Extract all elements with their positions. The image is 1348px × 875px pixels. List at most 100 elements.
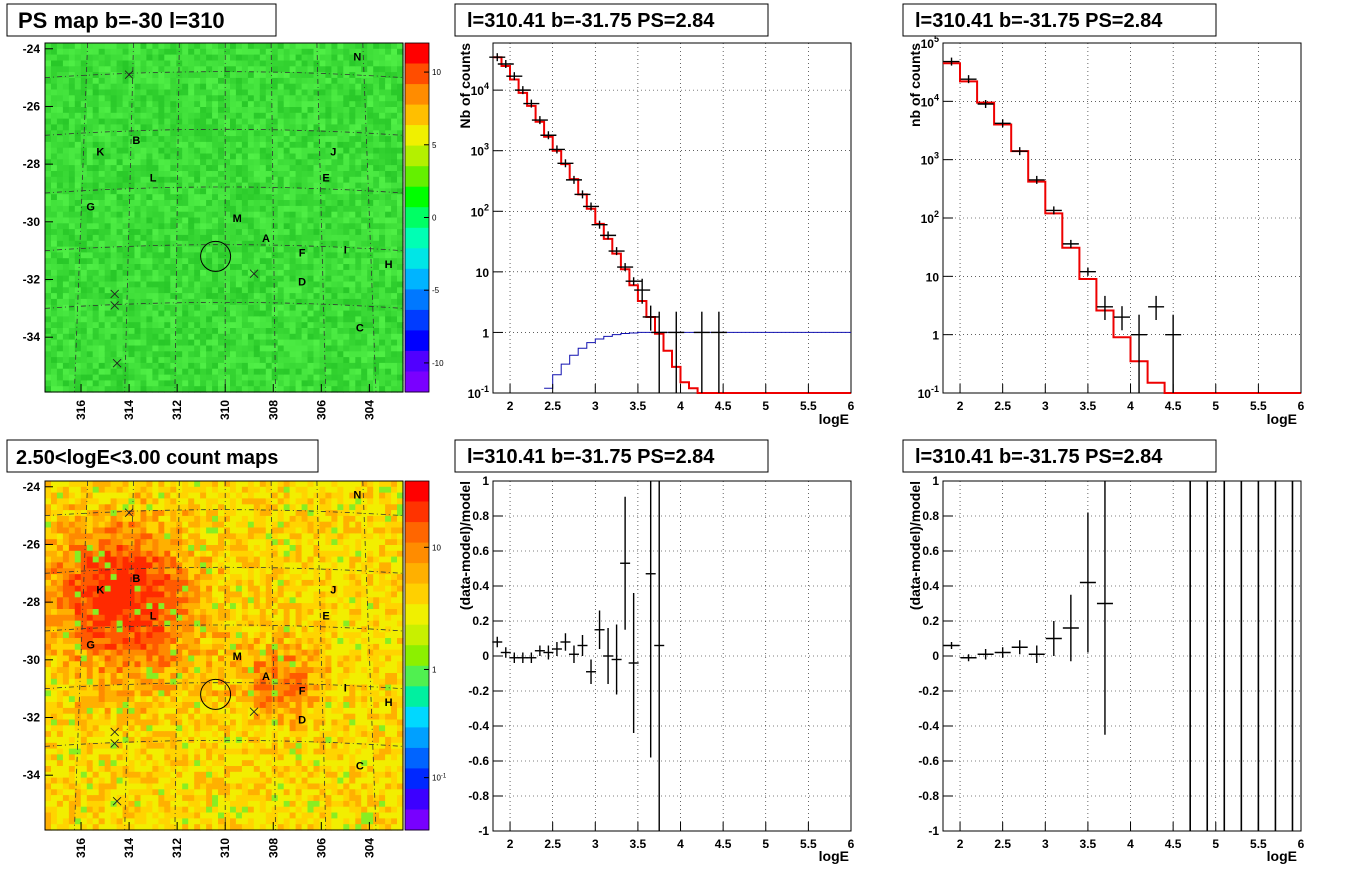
map-cell [62,771,70,779]
map-cell [337,275,344,283]
map-cell [259,118,267,125]
map-cell [200,287,207,294]
map-cell [319,153,327,160]
map-cell [92,818,100,825]
map-cell [313,118,321,125]
map-cell [259,351,267,358]
map-cell [355,112,362,120]
map-cell [379,316,386,323]
map-cell [128,153,136,160]
map-cell [92,783,100,790]
map-cell [74,287,82,294]
map-cell [152,159,159,166]
map-cell [80,824,88,831]
map-cell [68,638,76,645]
map-cell [224,124,231,131]
map-cell [122,492,130,499]
map-target-circle [200,240,232,272]
map-cell [116,521,124,529]
map-cell [62,258,70,265]
map-cell [45,153,52,160]
map-cell [295,159,303,166]
map-cell [140,95,148,102]
map-cell [337,322,344,329]
map-cell [307,357,315,364]
map-cell [116,783,124,790]
map-cell [116,597,124,604]
map-cell [313,368,321,376]
map-cell [92,258,100,265]
map-cell [182,66,189,73]
map-cell [128,655,136,662]
map-cell [110,89,118,96]
map-cell [349,351,356,358]
map-cell [277,43,285,50]
map-cell [152,667,159,674]
map-cell [80,614,88,622]
map-cell [98,818,106,825]
map-cell [62,223,70,230]
map-cell [361,200,368,207]
map-cell [271,77,279,85]
map-cell [128,188,136,195]
map-cell [295,234,303,242]
map-cell [355,194,362,201]
map-cell [116,632,124,639]
map-cell [235,72,243,79]
map-cell [283,328,291,335]
map-cell [116,742,124,750]
map-cell [110,574,118,581]
map-cell [86,812,94,819]
map-cell [200,252,207,259]
map-cell [80,141,88,149]
map-cell [98,275,106,283]
map-cell [134,521,142,529]
map-cell [277,101,285,108]
map-cell [331,234,338,242]
map-cell [62,481,70,488]
map-cell [206,357,213,364]
map-cell [116,690,124,697]
map-cell [337,304,344,312]
map-cell [146,626,153,633]
map-cell [158,620,165,627]
map-cell [104,789,112,796]
map-cell [86,287,94,294]
map-cell [307,48,315,56]
map-cell [182,159,189,166]
map-cell [343,205,350,213]
map-cell [319,66,327,73]
map-cell [62,310,70,317]
map-cell [235,287,243,294]
map-cell [218,188,225,195]
map-cell [51,620,58,627]
map-cell [218,217,225,224]
map-cell [289,200,297,207]
map-cell [283,72,291,79]
map-cell [164,702,171,709]
map-cell [98,521,106,529]
map-cell [373,345,380,352]
map-cell [379,95,386,102]
map-cell [212,258,219,265]
map-cell [92,136,100,143]
map-cell [86,655,94,662]
map-cell [104,783,112,790]
map-cell [86,130,94,137]
map-cell [128,684,136,691]
map-cell [307,54,315,61]
map-cell [80,316,88,323]
map-cell [146,614,153,622]
map-cell [158,789,165,796]
map-cell [247,60,255,67]
map-cell [164,43,171,50]
map-cell [62,696,70,703]
map-cell [241,147,249,155]
map-cell [206,141,213,149]
map-cell [98,264,106,271]
map-cell [62,357,70,364]
map-cell [56,783,64,790]
map-cell [164,316,171,323]
map-cell [313,333,321,341]
map-cell [164,771,171,779]
